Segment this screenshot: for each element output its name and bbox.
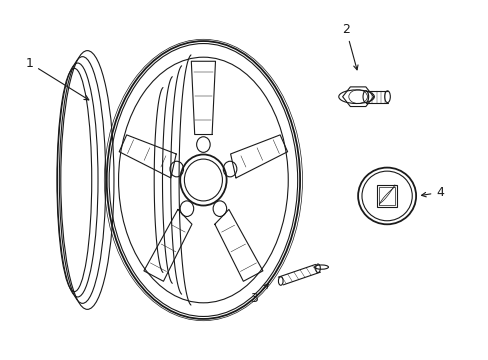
Bar (377, 185, 396, 207)
Text: 2: 2 (342, 23, 357, 70)
Text: 1: 1 (25, 57, 89, 100)
Text: 4: 4 (421, 186, 443, 199)
Text: 3: 3 (250, 284, 268, 305)
Bar (379, 187, 394, 205)
